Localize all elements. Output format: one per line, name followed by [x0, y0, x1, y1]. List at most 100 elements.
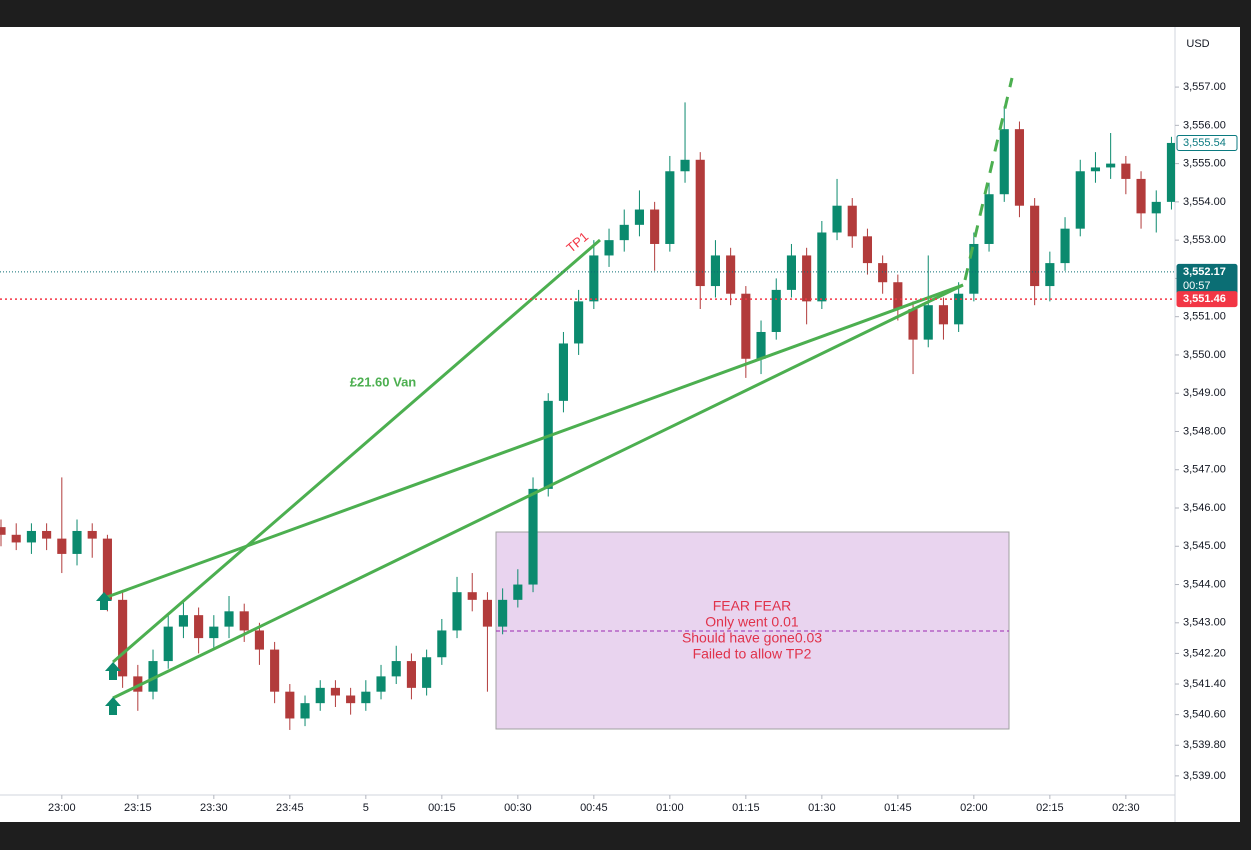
candle-body [330, 687, 340, 696]
candle-body [133, 676, 143, 692]
candle-body [954, 293, 964, 325]
candle-body [878, 263, 888, 283]
candle-body [589, 255, 599, 302]
candle-body [1136, 178, 1146, 214]
x-tick-label: 5 [363, 802, 369, 814]
candle-body [1106, 163, 1116, 168]
candle-body [1090, 167, 1101, 172]
candle-body [862, 236, 873, 264]
candle-body [26, 530, 36, 543]
price-tag-label: 3,551.46 [1183, 293, 1226, 305]
candle-body [102, 538, 112, 600]
note-text: Only went 0.01 [705, 614, 799, 630]
buy-arrow [96, 592, 112, 610]
candle-body [406, 661, 416, 688]
candle-body [513, 584, 523, 600]
y-tick-label: 3,547.00 [1183, 464, 1226, 476]
candle-body [194, 615, 204, 639]
candle-body [391, 661, 401, 677]
y-tick-label: 3,543.00 [1183, 617, 1226, 629]
x-tick-label: 01:15 [732, 802, 760, 814]
candle-body [1060, 228, 1070, 264]
candle-body [178, 615, 188, 627]
x-tick-label: 00:15 [428, 802, 456, 814]
y-tick-label: 3,544.00 [1183, 578, 1226, 590]
candle-body [1030, 205, 1040, 287]
candle-body [969, 243, 979, 294]
y-tick-label: 3,540.60 [1183, 709, 1226, 721]
candle-body [1166, 142, 1175, 202]
profit-label: £21.60 Van [350, 374, 417, 389]
candle-body [118, 599, 128, 677]
candle-body [452, 592, 462, 631]
candle-body [57, 538, 67, 554]
x-tick-label: 01:45 [884, 802, 912, 814]
y-tick-label: 3,546.00 [1183, 502, 1226, 514]
price-tag [1176, 291, 1238, 308]
countdown-label: 00:57 [1183, 280, 1211, 292]
candle-body [498, 599, 508, 627]
y-tick-label: 3,545.00 [1183, 540, 1226, 552]
candle-body [72, 530, 82, 554]
buy-arrow [105, 662, 121, 680]
x-tick-label: 23:00 [48, 802, 76, 814]
x-tick-label: 00:30 [504, 802, 532, 814]
x-tick-label: 23:30 [200, 802, 228, 814]
y-tick-label: 3,556.00 [1183, 119, 1226, 131]
trendline [112, 238, 601, 664]
currency-label: USD [1186, 38, 1209, 50]
y-tick-label: 3,539.80 [1183, 739, 1226, 751]
note-text: Failed to allow TP2 [693, 646, 812, 662]
candle-body [437, 630, 447, 658]
buy-arrow [105, 697, 121, 715]
candle-body [1075, 171, 1085, 229]
candle-body [999, 129, 1009, 195]
candle-body [938, 305, 949, 325]
y-tick-label: 3,557.00 [1183, 81, 1226, 93]
candle-body [771, 289, 781, 332]
candle-body [11, 534, 21, 543]
candle-body [0, 527, 6, 535]
y-tick-label: 3,548.00 [1183, 425, 1226, 437]
y-tick-label: 3,553.00 [1183, 234, 1226, 246]
candle-body [270, 649, 280, 692]
candle-body [604, 240, 614, 256]
candle-body [710, 255, 720, 287]
candle-body [1014, 129, 1025, 206]
y-tick-label: 3,542.20 [1183, 647, 1226, 659]
y-tick-label: 3,554.00 [1183, 196, 1226, 208]
candle-body [87, 530, 97, 539]
candle-body [619, 224, 629, 241]
candle-body [1045, 263, 1055, 287]
candle-body [832, 205, 842, 233]
y-tick-label: 3,539.00 [1183, 770, 1226, 782]
plot-area [0, 102, 1175, 730]
x-tick-label: 02:30 [1112, 802, 1140, 814]
y-tick-label: 3,550.00 [1183, 349, 1226, 361]
candle-body [224, 611, 234, 627]
candle-body [482, 599, 492, 627]
candle-body [650, 209, 660, 244]
candle-body [908, 309, 918, 340]
note-text: FEAR FEAR [713, 598, 792, 614]
x-tick-label: 23:15 [124, 802, 152, 814]
candle-body [528, 488, 538, 585]
y-tick-label: 3,551.00 [1183, 311, 1226, 323]
price-tag [1176, 134, 1238, 151]
candle-body [285, 691, 295, 719]
candle-body [42, 530, 52, 539]
candle-body [558, 343, 568, 401]
x-tick-label: 02:15 [1036, 802, 1064, 814]
y-tick-label: 3,541.40 [1183, 678, 1226, 690]
y-tick-label: 3,549.00 [1183, 387, 1226, 399]
candle-body [847, 205, 857, 237]
candle-body [1121, 163, 1131, 179]
candle-body [254, 630, 264, 650]
candle-body [422, 657, 432, 688]
candle-body [300, 703, 310, 719]
x-tick-label: 23:45 [276, 802, 304, 814]
candle-body [802, 255, 812, 302]
note-text: Should have gone0.03 [682, 630, 822, 646]
candle-body [1151, 201, 1161, 214]
